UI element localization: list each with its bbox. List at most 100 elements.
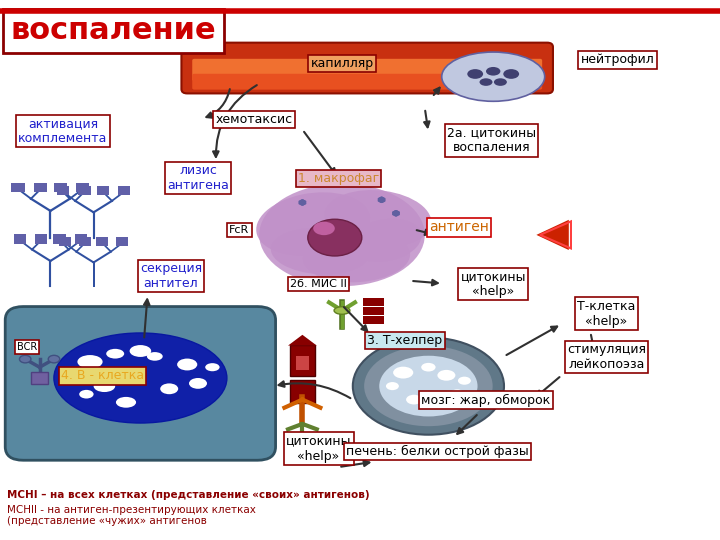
FancyBboxPatch shape bbox=[363, 298, 384, 306]
Ellipse shape bbox=[364, 346, 492, 426]
Ellipse shape bbox=[379, 197, 384, 203]
FancyBboxPatch shape bbox=[192, 74, 542, 90]
Ellipse shape bbox=[442, 52, 545, 102]
Ellipse shape bbox=[256, 192, 370, 256]
Ellipse shape bbox=[494, 78, 507, 86]
Text: 2а. цитокины
воспаления: 2а. цитокины воспаления bbox=[447, 126, 536, 154]
Ellipse shape bbox=[107, 349, 125, 359]
Ellipse shape bbox=[48, 355, 60, 363]
FancyBboxPatch shape bbox=[96, 237, 108, 246]
Polygon shape bbox=[288, 335, 317, 346]
Ellipse shape bbox=[450, 389, 464, 399]
Ellipse shape bbox=[161, 383, 179, 394]
Text: МСHII - на антиген-презентирующих клетках
(представление «чужих» антигенов: МСHII - на антиген-презентирующих клетка… bbox=[7, 505, 256, 526]
Ellipse shape bbox=[349, 219, 421, 262]
Ellipse shape bbox=[421, 363, 436, 372]
Text: Т-клетка
«help»: Т-клетка «help» bbox=[577, 300, 636, 328]
Ellipse shape bbox=[386, 382, 399, 390]
FancyBboxPatch shape bbox=[192, 59, 542, 81]
Ellipse shape bbox=[302, 231, 410, 282]
Ellipse shape bbox=[300, 199, 305, 206]
FancyBboxPatch shape bbox=[59, 237, 71, 246]
Ellipse shape bbox=[325, 190, 431, 247]
Text: секреция
антител: секреция антител bbox=[140, 262, 202, 290]
Ellipse shape bbox=[467, 69, 483, 79]
Ellipse shape bbox=[393, 210, 399, 217]
Text: цитокины
«help»: цитокины «help» bbox=[461, 270, 526, 298]
Ellipse shape bbox=[480, 78, 492, 86]
Text: капилляр: капилляр bbox=[310, 57, 374, 70]
Ellipse shape bbox=[392, 211, 400, 216]
Ellipse shape bbox=[147, 352, 163, 361]
Text: МСHI – на всех клетках (представление «своих» антигенов): МСHI – на всех клетках (представление «с… bbox=[7, 489, 370, 500]
FancyBboxPatch shape bbox=[290, 380, 315, 403]
FancyBboxPatch shape bbox=[79, 237, 91, 246]
Text: воспаление: воспаление bbox=[11, 16, 217, 45]
FancyBboxPatch shape bbox=[78, 186, 91, 195]
Text: печень: белки острой фазы: печень: белки острой фазы bbox=[346, 445, 528, 458]
Text: 4. В - клетка: 4. В - клетка bbox=[61, 369, 144, 382]
FancyBboxPatch shape bbox=[57, 186, 69, 195]
Text: цитокины
«help»: цитокины «help» bbox=[286, 435, 351, 463]
Polygon shape bbox=[536, 220, 569, 250]
Text: 3. Т-хелпер: 3. Т-хелпер bbox=[367, 334, 443, 347]
FancyBboxPatch shape bbox=[76, 183, 89, 192]
Ellipse shape bbox=[177, 359, 197, 370]
Ellipse shape bbox=[438, 370, 455, 381]
Ellipse shape bbox=[377, 197, 386, 202]
Text: BCR: BCR bbox=[17, 342, 37, 352]
Ellipse shape bbox=[392, 211, 400, 216]
Ellipse shape bbox=[393, 210, 399, 217]
Ellipse shape bbox=[353, 338, 504, 435]
FancyBboxPatch shape bbox=[118, 186, 130, 195]
Ellipse shape bbox=[313, 221, 335, 235]
Ellipse shape bbox=[307, 219, 361, 256]
FancyBboxPatch shape bbox=[34, 183, 48, 192]
FancyBboxPatch shape bbox=[5, 307, 276, 460]
Text: нейтрофил: нейтрофил bbox=[580, 53, 654, 66]
Text: лизис
антигена: лизис антигена bbox=[167, 164, 229, 192]
Text: антиген: антиген bbox=[429, 220, 489, 234]
FancyBboxPatch shape bbox=[31, 372, 48, 384]
Ellipse shape bbox=[271, 228, 370, 274]
Text: 2б. МИС II: 2б. МИС II bbox=[290, 279, 347, 289]
Ellipse shape bbox=[334, 307, 350, 314]
Text: хемотаксис: хемотаксис bbox=[215, 113, 292, 126]
FancyBboxPatch shape bbox=[363, 307, 384, 315]
Ellipse shape bbox=[19, 355, 31, 363]
FancyBboxPatch shape bbox=[53, 234, 66, 244]
Ellipse shape bbox=[458, 377, 471, 384]
Text: активация
комплемента: активация комплемента bbox=[18, 117, 108, 145]
Text: FcR: FcR bbox=[229, 225, 250, 235]
Ellipse shape bbox=[503, 69, 519, 79]
FancyBboxPatch shape bbox=[296, 356, 309, 370]
Ellipse shape bbox=[379, 356, 477, 416]
Ellipse shape bbox=[205, 363, 220, 372]
Ellipse shape bbox=[78, 355, 102, 368]
Ellipse shape bbox=[79, 390, 94, 399]
Ellipse shape bbox=[189, 378, 207, 389]
Ellipse shape bbox=[379, 197, 384, 203]
Ellipse shape bbox=[130, 345, 151, 357]
Ellipse shape bbox=[68, 368, 84, 377]
FancyBboxPatch shape bbox=[117, 237, 128, 246]
Ellipse shape bbox=[298, 200, 307, 205]
FancyBboxPatch shape bbox=[53, 183, 67, 192]
Text: стимуляция
лейкопоэза: стимуляция лейкопоэза bbox=[567, 343, 646, 371]
FancyBboxPatch shape bbox=[14, 234, 26, 244]
Ellipse shape bbox=[54, 333, 227, 423]
FancyBboxPatch shape bbox=[96, 186, 109, 195]
FancyBboxPatch shape bbox=[181, 43, 553, 93]
Ellipse shape bbox=[94, 380, 115, 392]
Ellipse shape bbox=[406, 395, 422, 404]
Ellipse shape bbox=[377, 197, 386, 202]
Ellipse shape bbox=[298, 200, 307, 205]
Text: мозг: жар, обморок: мозг: жар, обморок bbox=[421, 394, 551, 407]
FancyBboxPatch shape bbox=[75, 234, 87, 244]
FancyBboxPatch shape bbox=[12, 183, 24, 192]
FancyBboxPatch shape bbox=[35, 234, 48, 244]
Ellipse shape bbox=[116, 397, 136, 408]
Ellipse shape bbox=[393, 367, 413, 379]
Ellipse shape bbox=[259, 184, 425, 286]
FancyBboxPatch shape bbox=[290, 345, 315, 376]
